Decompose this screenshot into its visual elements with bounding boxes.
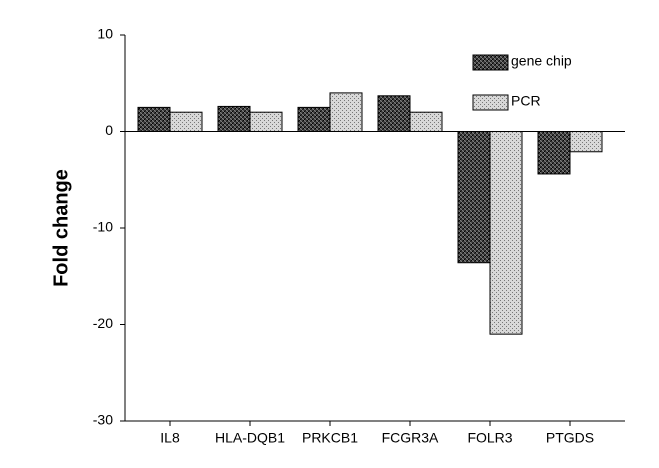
x-tick-label: IL8 [160,430,180,446]
bar [329,92,363,132]
y-tick-label: 10 [97,26,113,42]
bar [569,131,603,153]
legend-label: PCR [511,93,541,109]
bar [457,131,491,264]
bar [169,111,203,132]
x-tick-label: PRKCB1 [302,430,358,446]
y-axis-label: Fold change [50,169,72,287]
bar [489,131,523,335]
y-tick-label: -20 [93,315,113,331]
legend-swatch [472,94,509,111]
bar [217,105,251,133]
bar [537,131,571,175]
y-tick-label: -30 [93,412,113,428]
x-tick-label: HLA-DQB1 [215,430,285,446]
y-tick-label: 0 [105,122,113,138]
legend-label: gene chip [511,53,572,69]
x-tick-label: FOLR3 [467,430,512,446]
x-tick-label: FCGR3A [382,430,439,446]
y-tick-label: -10 [93,219,113,235]
legend-swatch [472,54,509,71]
bar [249,111,283,132]
bar [137,106,171,132]
bar [297,106,331,132]
bar [409,111,443,132]
bar [377,95,411,132]
x-tick-label: PTGDS [546,430,594,446]
